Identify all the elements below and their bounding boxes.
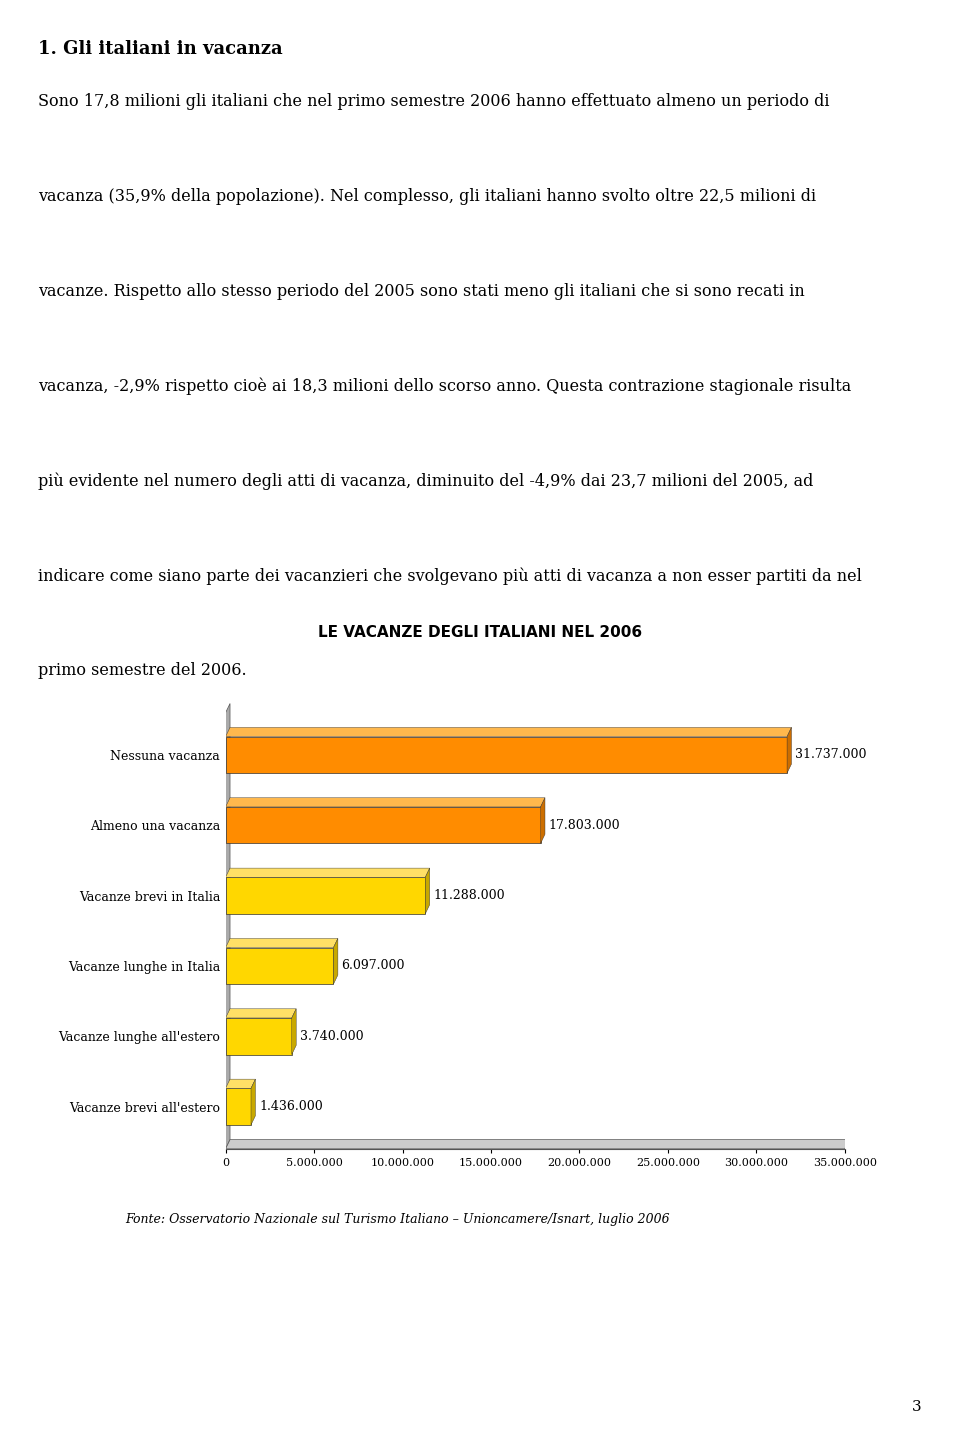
Polygon shape xyxy=(425,869,430,913)
Text: 3: 3 xyxy=(912,1400,922,1414)
Text: 1.436.000: 1.436.000 xyxy=(259,1100,323,1113)
Polygon shape xyxy=(226,798,545,807)
Text: 17.803.000: 17.803.000 xyxy=(548,819,620,831)
Bar xyxy=(226,877,425,913)
Bar xyxy=(226,1088,251,1124)
Text: primo semestre del 2006.: primo semestre del 2006. xyxy=(38,662,247,679)
Text: indicare come siano parte dei vacanzieri che svolgevano più atti di vacanza a no: indicare come siano parte dei vacanzieri… xyxy=(38,567,862,584)
Polygon shape xyxy=(226,939,338,948)
Text: vacanze. Rispetto allo stesso periodo del 2005 sono stati meno gli italiani che : vacanze. Rispetto allo stesso periodo de… xyxy=(38,283,805,300)
Text: 11.288.000: 11.288.000 xyxy=(433,889,505,902)
Text: vacanza, -2,9% rispetto cioè ai 18,3 milioni dello scorso anno. Questa contrazio: vacanza, -2,9% rispetto cioè ai 18,3 mil… xyxy=(38,378,852,395)
Polygon shape xyxy=(226,869,430,877)
Bar xyxy=(226,1018,292,1054)
Polygon shape xyxy=(226,728,791,737)
Bar xyxy=(226,807,540,843)
Polygon shape xyxy=(226,1010,297,1018)
Polygon shape xyxy=(226,704,230,1149)
Polygon shape xyxy=(226,1080,255,1088)
Text: vacanza (35,9% della popolazione). Nel complesso, gli italiani hanno svolto oltr: vacanza (35,9% della popolazione). Nel c… xyxy=(38,188,817,205)
Polygon shape xyxy=(787,728,791,773)
Polygon shape xyxy=(540,798,545,843)
Text: 3.740.000: 3.740.000 xyxy=(300,1030,363,1043)
Polygon shape xyxy=(333,939,338,984)
Text: Sono 17,8 milioni gli italiani che nel primo semestre 2006 hanno effettuato alme: Sono 17,8 milioni gli italiani che nel p… xyxy=(38,93,829,111)
Text: Fonte: Osservatorio Nazionale sul Turismo Italiano – Unioncamere/Isnart, luglio : Fonte: Osservatorio Nazionale sul Turism… xyxy=(125,1213,669,1226)
Bar xyxy=(226,948,333,984)
Text: più evidente nel numero degli atti di vacanza, diminuito del -4,9% dai 23,7 mili: più evidente nel numero degli atti di va… xyxy=(38,472,814,490)
Text: 1. Gli italiani in vacanza: 1. Gli italiani in vacanza xyxy=(38,40,283,59)
Polygon shape xyxy=(292,1010,297,1054)
Polygon shape xyxy=(226,1140,850,1149)
Text: 6.097.000: 6.097.000 xyxy=(342,959,405,972)
Polygon shape xyxy=(251,1080,255,1124)
Text: 31.737.000: 31.737.000 xyxy=(795,748,867,761)
Text: LE VACANZE DEGLI ITALIANI NEL 2006: LE VACANZE DEGLI ITALIANI NEL 2006 xyxy=(318,625,642,639)
Bar xyxy=(226,737,787,773)
